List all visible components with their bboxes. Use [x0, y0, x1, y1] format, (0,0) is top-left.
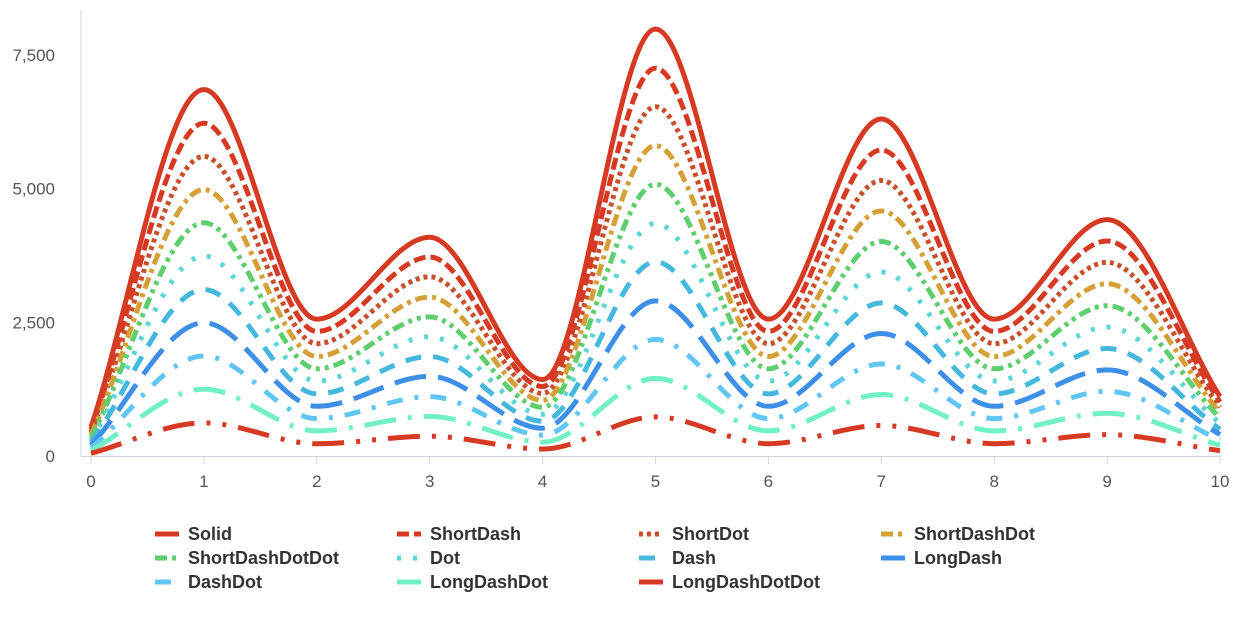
series-line-shortdashdot	[88, 143, 1222, 437]
legend-label: ShortDash	[430, 524, 521, 544]
y-tick-label: 5,000	[12, 180, 55, 199]
legend-item-dash[interactable]: Dash	[639, 548, 716, 568]
legend-label: DashDot	[188, 572, 262, 592]
x-tick-label: 7	[877, 472, 886, 491]
legend-label: Dot	[430, 548, 460, 568]
legend-item-shortdot[interactable]: ShortDot	[639, 524, 749, 544]
legend-label: ShortDot	[672, 524, 749, 544]
x-tick-label: 0	[86, 472, 95, 491]
x-tick-label: 9	[1102, 472, 1111, 491]
legend-label: Dash	[672, 548, 716, 568]
y-tick-label: 7,500	[12, 46, 55, 65]
x-tick-label: 10	[1211, 472, 1230, 491]
x-tick-label: 3	[425, 472, 434, 491]
series-line-longdashdot	[89, 375, 1221, 453]
x-tick-label: 1	[199, 472, 208, 491]
legend-label: ShortDashDotDot	[188, 548, 339, 568]
series-line-dashdot	[89, 336, 1221, 450]
axis-layer: 0 1 2 3 4 5 6 7 8 9 10 0 2,500 5,000 7,500	[12, 10, 1229, 491]
legend-item-longdash[interactable]: LongDash	[881, 548, 1002, 568]
legend-label: LongDashDotDot	[672, 572, 820, 592]
series-line-longdash	[89, 298, 1222, 447]
series-line-shortdash	[88, 65, 1223, 431]
x-tick-label: 8	[989, 472, 998, 491]
legend-label: Solid	[188, 524, 232, 544]
series-line-shortdot	[88, 104, 1222, 434]
legend-item-solid[interactable]: Solid	[155, 524, 232, 544]
legend-item-longdashdot[interactable]: LongDashDot	[397, 572, 548, 592]
legend-label: LongDash	[914, 548, 1002, 568]
x-tick-label: 6	[764, 472, 773, 491]
x-tick-label: 2	[312, 472, 321, 491]
legend-label: LongDashDot	[430, 572, 548, 592]
legend-label: ShortDashDot	[914, 524, 1035, 544]
y-tick-label: 2,500	[12, 313, 55, 332]
y-tick-label: 0	[46, 447, 55, 466]
x-tick-label: 4	[538, 472, 547, 491]
series-line-longdashdotdot	[90, 414, 1221, 456]
legend: Solid ShortDash ShortDot ShortDashDot ShortD…	[155, 524, 1035, 592]
legend-item-shortdashdotdot[interactable]: ShortDashDotDot	[155, 548, 339, 568]
legend-item-shortdashdot[interactable]: ShortDashDot	[881, 524, 1035, 544]
series-line-shortdashdotdot	[88, 181, 1222, 439]
series-line-dash	[88, 259, 1222, 445]
legend-item-dashdot[interactable]: DashDot	[155, 572, 262, 592]
series-layer	[88, 26, 1223, 456]
x-tick-label: 5	[651, 472, 660, 491]
series-line-solid	[88, 26, 1223, 428]
legend-item-longdashdotdot[interactable]: LongDashDotDot	[639, 572, 820, 592]
legend-item-shortdash[interactable]: ShortDash	[397, 524, 521, 544]
legend-item-dot[interactable]: Dot	[397, 548, 460, 568]
